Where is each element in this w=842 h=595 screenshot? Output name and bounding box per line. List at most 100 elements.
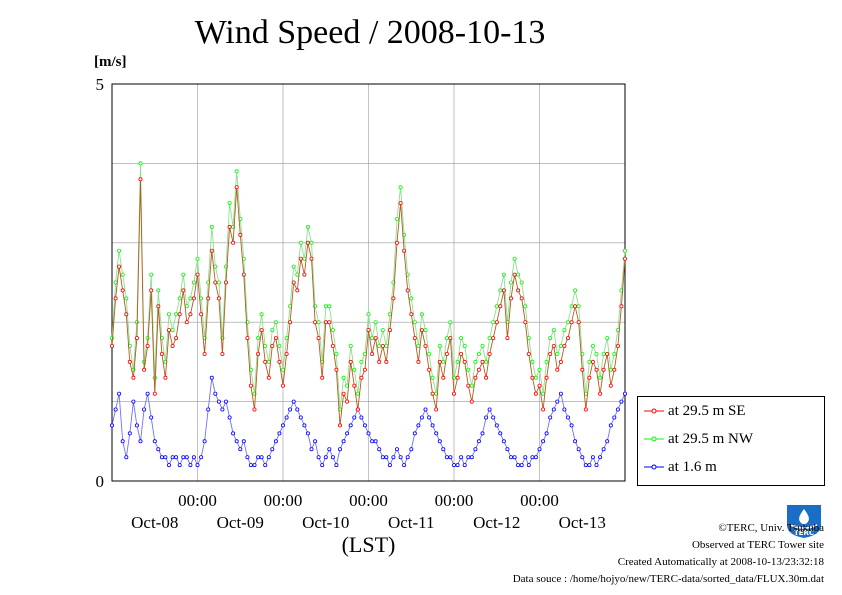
data-point bbox=[291, 399, 296, 404]
data-point bbox=[487, 407, 492, 412]
data-point bbox=[555, 367, 560, 372]
data-point bbox=[448, 320, 453, 325]
data-point bbox=[330, 328, 335, 333]
data-point bbox=[199, 312, 204, 317]
data-point bbox=[441, 375, 446, 380]
data-point bbox=[348, 359, 353, 364]
data-point bbox=[398, 455, 403, 460]
data-point bbox=[583, 407, 588, 412]
data-point bbox=[359, 375, 364, 380]
data-point bbox=[359, 359, 364, 364]
data-point bbox=[405, 288, 410, 293]
data-point bbox=[562, 328, 567, 333]
data-point bbox=[508, 455, 513, 460]
data-point bbox=[480, 431, 485, 436]
data-point bbox=[241, 439, 246, 444]
data-point bbox=[555, 399, 560, 404]
data-point bbox=[138, 177, 143, 182]
data-point bbox=[295, 288, 300, 293]
data-point bbox=[284, 351, 289, 356]
data-point bbox=[484, 415, 489, 420]
data-point bbox=[623, 256, 628, 261]
data-point bbox=[117, 264, 122, 269]
data-point bbox=[377, 447, 382, 452]
data-point bbox=[334, 367, 339, 372]
legend-label-nw: at 29.5 m NW bbox=[668, 430, 753, 447]
data-point bbox=[220, 407, 225, 412]
data-point bbox=[366, 312, 371, 317]
data-point bbox=[330, 455, 335, 460]
data-point bbox=[598, 455, 603, 460]
data-point bbox=[113, 296, 118, 301]
data-point bbox=[551, 407, 556, 412]
data-point bbox=[309, 256, 314, 261]
data-point bbox=[177, 463, 182, 468]
legend-label-low: at 1.6 m bbox=[668, 458, 717, 475]
data-point bbox=[427, 367, 432, 372]
data-point bbox=[430, 375, 435, 380]
data-point bbox=[576, 320, 581, 325]
data-point bbox=[280, 423, 285, 428]
data-point bbox=[562, 407, 567, 412]
data-point bbox=[313, 439, 318, 444]
data-point bbox=[476, 367, 481, 372]
data-point bbox=[195, 272, 200, 277]
data-point bbox=[184, 455, 189, 460]
data-point bbox=[362, 423, 367, 428]
data-point bbox=[533, 391, 538, 396]
data-point bbox=[341, 391, 346, 396]
data-point bbox=[227, 201, 232, 206]
data-point bbox=[476, 439, 481, 444]
x-tick-label: 00:00 bbox=[520, 491, 559, 510]
legend-label-se: at 29.5 m SE bbox=[668, 402, 746, 419]
data-point bbox=[541, 439, 546, 444]
data-point bbox=[416, 343, 421, 348]
data-point bbox=[558, 391, 563, 396]
data-point bbox=[316, 336, 321, 341]
data-point bbox=[459, 336, 464, 341]
data-point bbox=[280, 383, 285, 388]
data-point bbox=[127, 359, 132, 364]
data-point bbox=[384, 343, 389, 348]
data-point bbox=[412, 336, 417, 341]
data-point bbox=[384, 359, 389, 364]
data-point bbox=[498, 431, 503, 436]
data-point bbox=[455, 375, 460, 380]
data-point bbox=[566, 415, 571, 420]
credit-source: Data souce : /home/hojyo/new/TERC-data/s… bbox=[512, 573, 824, 585]
data-point bbox=[419, 415, 424, 420]
data-point bbox=[473, 359, 478, 364]
data-point bbox=[170, 328, 175, 333]
data-point bbox=[583, 463, 588, 468]
data-point bbox=[280, 367, 285, 372]
y-tick-label: 5 bbox=[96, 75, 105, 94]
data-point bbox=[323, 455, 328, 460]
data-point bbox=[512, 455, 517, 460]
data-point bbox=[473, 447, 478, 452]
data-point bbox=[494, 304, 499, 309]
data-point bbox=[398, 201, 403, 206]
data-point bbox=[594, 367, 599, 372]
data-point bbox=[241, 272, 246, 277]
data-point bbox=[195, 463, 200, 468]
data-point bbox=[206, 296, 211, 301]
data-point bbox=[345, 399, 350, 404]
data-point bbox=[533, 455, 538, 460]
data-point bbox=[337, 423, 342, 428]
data-point bbox=[177, 312, 182, 317]
data-point bbox=[409, 447, 414, 452]
data-point bbox=[277, 343, 282, 348]
data-point bbox=[430, 423, 435, 428]
data-point bbox=[159, 455, 164, 460]
data-point bbox=[134, 336, 139, 341]
data-point bbox=[409, 296, 414, 301]
data-point bbox=[252, 463, 257, 468]
data-point bbox=[601, 367, 606, 372]
data-point bbox=[213, 280, 218, 285]
data-point bbox=[259, 312, 264, 317]
data-point bbox=[491, 336, 496, 341]
data-point bbox=[330, 343, 335, 348]
data-point bbox=[501, 288, 506, 293]
data-point bbox=[149, 288, 154, 293]
data-point bbox=[323, 304, 328, 309]
